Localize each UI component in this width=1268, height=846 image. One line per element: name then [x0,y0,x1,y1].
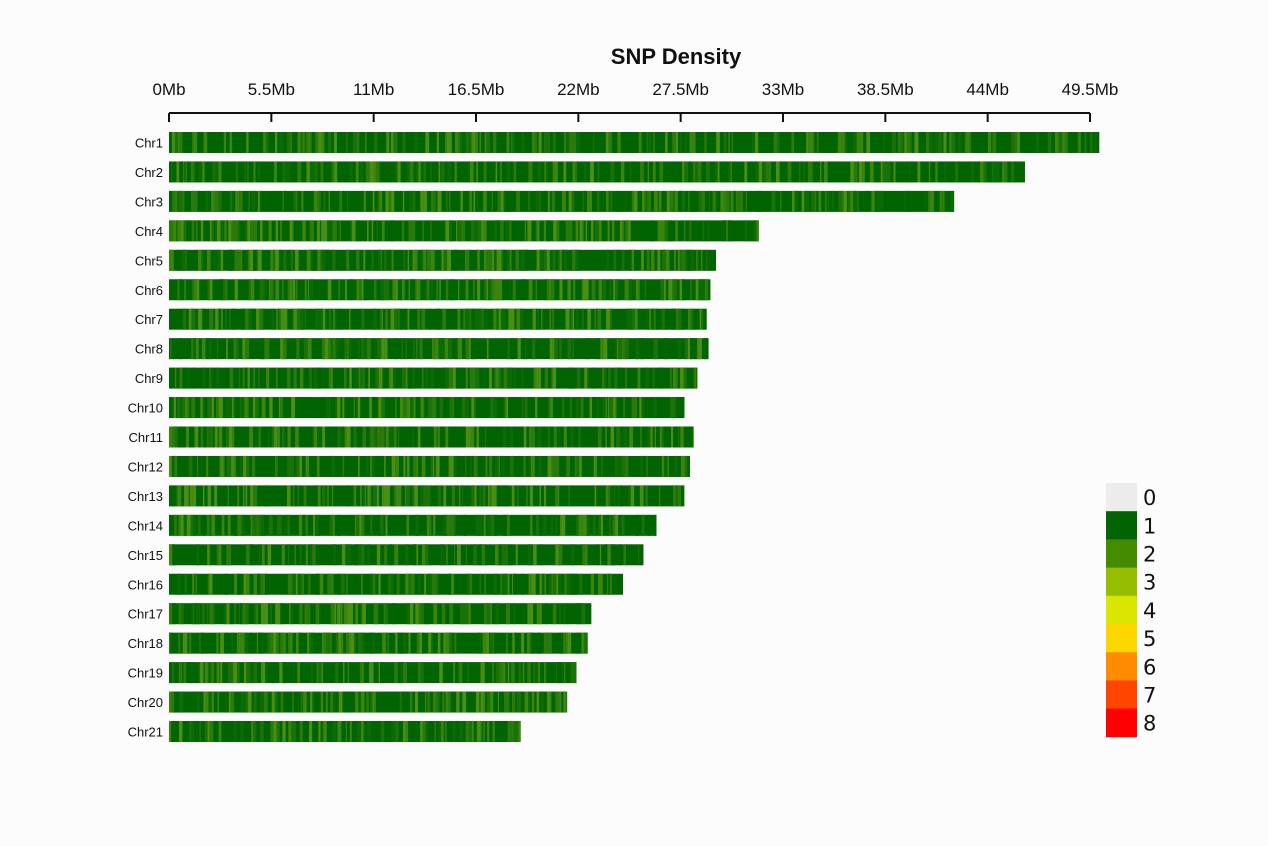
chromosome-track-chr15 [169,544,644,566]
legend-swatch-4 [1106,595,1137,625]
chart-title: SNP Density [611,44,742,69]
chromosome-bar [169,514,657,536]
chromosome-track-chr17 [169,603,592,625]
chromosome-track-chr11 [169,426,694,448]
x-tick-label: 27.5Mb [652,80,709,99]
x-tick-label: 0Mb [152,80,185,99]
legend-swatch-6 [1106,652,1137,681]
x-tick-label: 33Mb [762,80,805,99]
chromosome-label: Chr13 [128,489,163,504]
legend-swatch-7 [1106,680,1137,710]
chromosome-track-chr9 [169,367,698,389]
chromosome-label: Chr4 [135,224,163,239]
legend-label: 7 [1143,684,1156,708]
chromosome-track-chr20 [169,691,568,713]
chromosome-track-chr4 [169,220,759,242]
x-tick-label: 49.5Mb [1062,80,1119,99]
chromosome-track-chr21 [169,721,521,742]
legend-label: 2 [1143,543,1156,567]
chromosome-label: Chr10 [128,401,163,416]
legend-swatch-8 [1106,708,1137,738]
chromosome-label: Chr15 [128,548,163,563]
legend-label: 0 [1143,486,1156,510]
chromosome-labels: Chr1 Chr2 Chr3 Chr4 Chr5 Chr6 Chr7 Chr8 Chr9 Chr1… [128,136,163,740]
density-legend: 0 1 2 3 4 5 6 7 8 [1106,483,1156,738]
legend-label: 5 [1143,627,1156,651]
chromosome-tracks [169,132,1100,742]
chromosome-bar [169,426,694,448]
chromosome-label: Chr12 [128,459,163,474]
chromosome-track-chr18 [169,632,588,654]
legend-swatch-0 [1106,483,1137,512]
chromosome-bar [169,190,955,212]
chromosome-bar [169,397,685,419]
chromosome-track-chr13 [169,485,685,507]
chromosome-track-chr10 [169,397,685,419]
chromosome-track-chr12 [169,455,690,477]
chromosome-track-chr8 [169,338,709,360]
legend-label: 8 [1143,712,1156,736]
chromosome-label: Chr8 [135,342,163,357]
x-tick-label: 38.5Mb [857,80,914,99]
chromosome-label: Chr21 [128,725,163,740]
chromosome-label: Chr14 [128,518,163,533]
chromosome-label: Chr20 [128,695,163,710]
legend-swatch-1 [1106,511,1137,540]
chromosome-track-chr1 [169,132,1100,153]
legend-label: 4 [1143,599,1156,623]
chromosome-track-chr7 [169,308,707,330]
chromosome-label: Chr3 [135,194,163,209]
legend-swatch-2 [1106,539,1137,569]
chromosome-label: Chr1 [135,136,163,151]
x-axis: 0Mb 5.5Mb 11Mb 16.5Mb 22Mb 27.5Mb 33Mb 38.5Mb 44… [152,80,1118,122]
chromosome-label: Chr7 [135,312,163,327]
x-tick-label: 16.5Mb [448,80,505,99]
chromosome-track-chr19 [169,662,577,684]
chromosome-track-chr14 [169,514,657,536]
chromosome-label: Chr9 [135,371,163,386]
chromosome-label: Chr18 [128,636,163,651]
chromosome-label: Chr6 [135,283,163,298]
x-tick-label: 5.5Mb [248,80,295,99]
chromosome-track-chr16 [169,573,623,595]
chromosome-label: Chr11 [129,430,163,445]
x-tick-label: 11Mb [353,80,394,99]
chromosome-track-chr5 [169,249,717,271]
chromosome-label: Chr5 [135,253,163,268]
x-tick-label: 44Mb [966,80,1009,99]
legend-label: 6 [1143,655,1156,679]
chromosome-track-chr6 [169,279,711,301]
chromosome-label: Chr17 [128,607,163,622]
x-tick-label: 22Mb [557,80,600,99]
legend-swatch-3 [1106,567,1137,597]
chromosome-label: Chr2 [135,165,163,180]
legend-label: 3 [1143,571,1156,595]
chromosome-track-chr3 [169,190,955,212]
chromosome-label: Chr16 [128,577,163,592]
legend-swatch-5 [1106,624,1137,653]
chromosome-label: Chr19 [128,666,163,681]
chromosome-track-chr2 [169,161,1025,183]
legend-label: 1 [1143,514,1156,538]
